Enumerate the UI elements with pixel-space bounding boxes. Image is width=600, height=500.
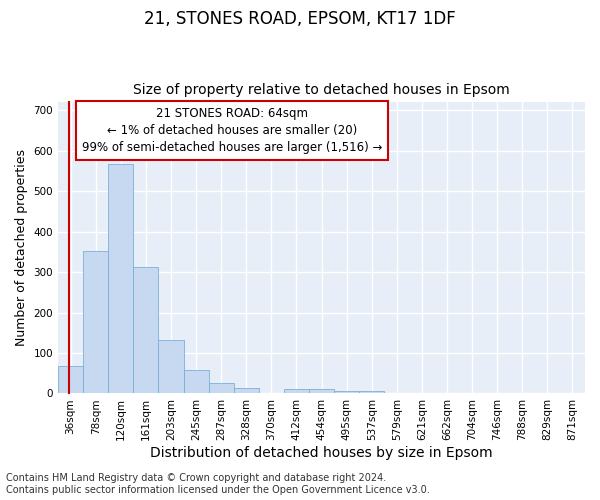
Bar <box>58 366 83 394</box>
Bar <box>334 392 359 394</box>
Title: Size of property relative to detached houses in Epsom: Size of property relative to detached ho… <box>133 83 510 97</box>
Bar <box>359 392 384 394</box>
Bar <box>209 382 233 394</box>
X-axis label: Distribution of detached houses by size in Epsom: Distribution of detached houses by size … <box>150 446 493 460</box>
Y-axis label: Number of detached properties: Number of detached properties <box>15 150 28 346</box>
Bar <box>309 390 334 394</box>
Text: Contains HM Land Registry data © Crown copyright and database right 2024.
Contai: Contains HM Land Registry data © Crown c… <box>6 474 430 495</box>
Text: 21 STONES ROAD: 64sqm
← 1% of detached houses are smaller (20)
99% of semi-detac: 21 STONES ROAD: 64sqm ← 1% of detached h… <box>82 106 382 154</box>
Bar <box>133 268 158 394</box>
Bar <box>83 251 108 394</box>
Text: 21, STONES ROAD, EPSOM, KT17 1DF: 21, STONES ROAD, EPSOM, KT17 1DF <box>144 10 456 28</box>
Bar <box>108 164 133 394</box>
Bar <box>284 390 309 394</box>
Bar <box>233 388 259 394</box>
Bar <box>158 340 184 394</box>
Bar <box>184 370 209 394</box>
